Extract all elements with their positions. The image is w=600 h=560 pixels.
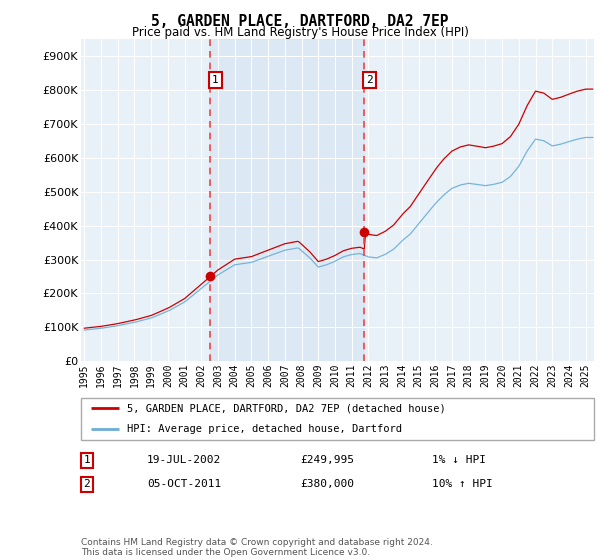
Text: Price paid vs. HM Land Registry's House Price Index (HPI): Price paid vs. HM Land Registry's House …: [131, 26, 469, 39]
Text: 1% ↓ HPI: 1% ↓ HPI: [432, 455, 486, 465]
Text: 1: 1: [212, 75, 219, 85]
Text: £249,995: £249,995: [300, 455, 354, 465]
Text: Contains HM Land Registry data © Crown copyright and database right 2024.
This d: Contains HM Land Registry data © Crown c…: [81, 538, 433, 557]
Bar: [211, 39, 364, 361]
Text: 19-JUL-2002: 19-JUL-2002: [147, 455, 221, 465]
Text: 05-OCT-2011: 05-OCT-2011: [147, 479, 221, 489]
Text: HPI: Average price, detached house, Dartford: HPI: Average price, detached house, Dart…: [127, 424, 402, 434]
FancyBboxPatch shape: [81, 398, 594, 440]
Text: 5, GARDEN PLACE, DARTFORD, DA2 7EP: 5, GARDEN PLACE, DARTFORD, DA2 7EP: [151, 14, 449, 29]
Text: 2: 2: [83, 479, 91, 489]
Text: £380,000: £380,000: [300, 479, 354, 489]
Text: 10% ↑ HPI: 10% ↑ HPI: [432, 479, 493, 489]
Text: 1: 1: [83, 455, 91, 465]
Text: 2: 2: [366, 75, 373, 85]
Text: 5, GARDEN PLACE, DARTFORD, DA2 7EP (detached house): 5, GARDEN PLACE, DARTFORD, DA2 7EP (deta…: [127, 403, 446, 413]
